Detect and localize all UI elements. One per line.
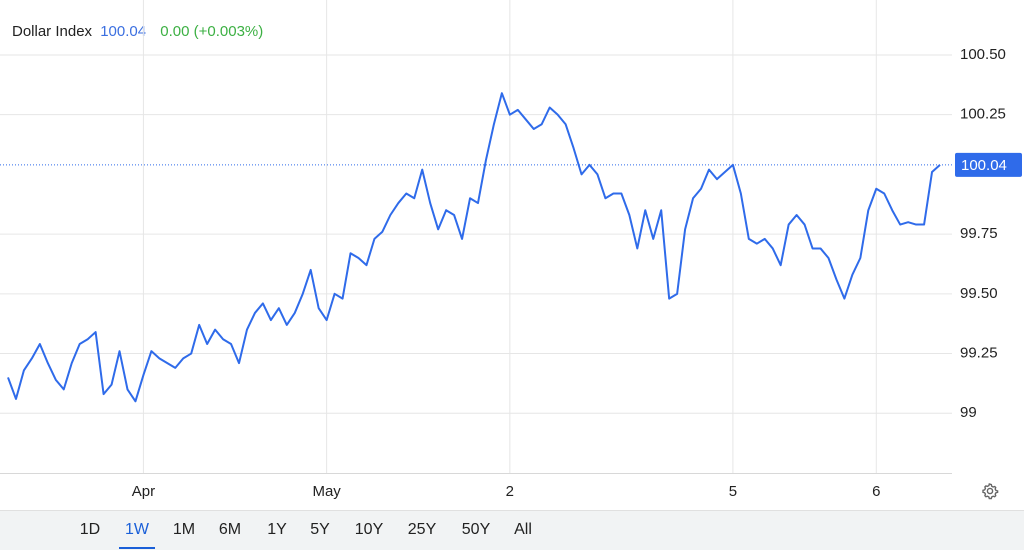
y-tick-label: 99.75: [960, 225, 998, 242]
change: 0.00 (+0.003%): [160, 23, 264, 40]
last-price-label: 100.04: [961, 157, 1007, 174]
price-line: [7, 92, 941, 403]
range-button[interactable]: 6M: [218, 521, 242, 538]
range-button[interactable]: 1W: [119, 521, 155, 549]
last-price-box: [955, 152, 1022, 177]
y-tick-label: 99.25: [960, 345, 998, 362]
x-tick-label: 5: [729, 483, 737, 500]
range-button[interactable]: 1D: [79, 521, 101, 538]
range-bar: 1D 1W 1M 6M 1Y 5Y 10Y 25Y 50Y All: [0, 510, 1024, 550]
x-tick-label: Apr: [132, 483, 155, 500]
y-tick-label: 100.25: [960, 106, 1006, 123]
y-tick-label: 99: [960, 404, 977, 421]
y-tick-label: 99.50: [960, 285, 998, 302]
range-button[interactable]: 10Y: [354, 521, 384, 538]
x-tick-label: 2: [506, 483, 514, 500]
price: 100.04: [100, 23, 147, 40]
range-button[interactable]: 1Y: [267, 521, 287, 538]
range-button[interactable]: 5Y: [310, 521, 330, 538]
y-tick-label: 100.50: [960, 46, 1006, 63]
chart: 99 99.25 99.50 99.75 100.25 100.50 Apr May 2 5 6 10…: [0, 0, 1022, 500]
range-button[interactable]: All: [514, 521, 532, 538]
x-tick-label: 6: [872, 483, 880, 500]
grid: [0, 0, 952, 473]
range-button[interactable]: 1M: [172, 521, 196, 538]
settings-icon[interactable]: [982, 483, 999, 500]
header: Dollar Index 100.04 0.00 (+0.003%): [12, 23, 267, 40]
title: Dollar Index: [12, 23, 93, 40]
x-tick-label: May: [312, 483, 341, 500]
range-button[interactable]: 25Y: [407, 521, 437, 538]
range-button[interactable]: 50Y: [461, 521, 491, 538]
